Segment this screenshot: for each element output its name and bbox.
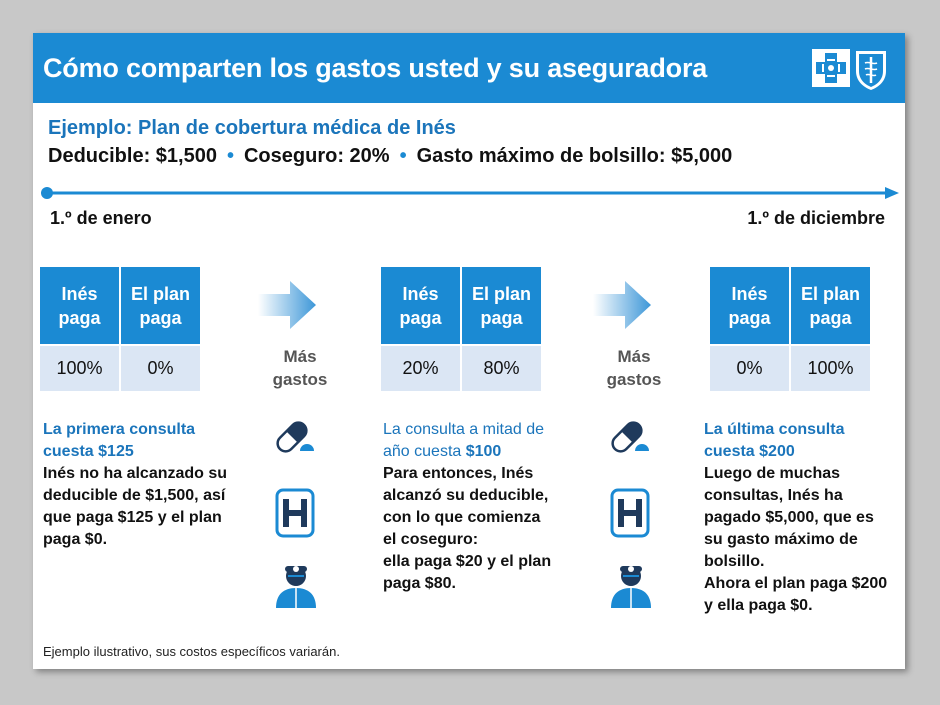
header-plan-pays: El plan paga (462, 267, 541, 345)
scenario-2-body: Para entonces, Inés alcanzó su deducible… (383, 465, 549, 548)
pill-icon (611, 421, 649, 453)
doctor-icon (276, 566, 316, 608)
pill-icon (276, 421, 314, 453)
cost-share-table-3: Inés paga El plan paga 0% 100% (708, 265, 872, 393)
ines-pays-value: 0% (710, 346, 789, 391)
header-ines-pays: Inés paga (710, 267, 789, 345)
insurer-logo (812, 49, 886, 90)
shield-logo-icon (856, 51, 886, 90)
out-of-pocket-label: Gasto máximo de bolsillo: $5,000 (416, 145, 733, 167)
ines-pays-value: 20% (381, 346, 460, 391)
scenario-1-title: La primera consulta cuesta $125 (43, 421, 196, 460)
plan-pays-value: 80% (462, 346, 541, 391)
separator-dot: • (399, 145, 407, 167)
right-arrow-icon (593, 281, 651, 329)
scenario-2-title-amount: $100 (465, 443, 502, 460)
scenario-1-description: La primera consulta cuesta $125 Inés no … (43, 419, 233, 551)
slide: Cómo comparten los gastos usted y su ase… (33, 33, 905, 669)
deductible-label: Deducible: $1,500 (48, 145, 217, 167)
doctor-icon (611, 566, 651, 608)
separator-dot: • (226, 145, 234, 167)
scenario-3-title: La última consulta cuesta $200 (704, 421, 845, 460)
timeline-start-label: 1.º de enero (50, 208, 152, 228)
title-banner: Cómo comparten los gastos usted y su ase… (33, 33, 905, 103)
coinsurance-label: Coseguro: 20% (243, 145, 390, 167)
scenario-2-title-text: La consulta a mitad de año cuesta (383, 421, 544, 460)
scenario-2-body-split: ella paga $20 y el plan paga $80. (383, 553, 552, 592)
scenario-3-body-split: Ahora el plan paga $200 y ella paga $0. (704, 575, 888, 614)
footnote: Ejemplo ilustrativo, sus costos específi… (43, 644, 340, 659)
hospital-icon (610, 488, 650, 538)
ines-pays-value: 100% (40, 346, 119, 391)
plan-summary: Deducible: $1,500 • Coseguro: 20% • Gasto má… (48, 145, 732, 168)
page-title: Cómo comparten los gastos usted y su ase… (43, 53, 708, 83)
timeline-end-label: 1.º de diciembre (747, 208, 885, 228)
cross-logo-icon (812, 49, 850, 87)
scenario-2-description: La consulta a mitad de año cuesta $100 P… (383, 419, 558, 595)
plan-pays-value: 100% (791, 346, 870, 391)
cost-share-table-2: Inés paga El plan paga 20% 80% (379, 265, 543, 393)
more-expenses-label: Más gastos (606, 347, 662, 389)
header-ines-pays: Inés paga (40, 267, 119, 345)
scenario-3-description: La última consulta cuesta $200 Luego de … (704, 419, 894, 617)
header-ines-pays: Inés paga (381, 267, 460, 345)
header-plan-pays: El plan paga (121, 267, 200, 345)
scenario-1-body: Inés no ha alcanzado su deducible de $1,… (43, 465, 228, 548)
header-plan-pays: El plan paga (791, 267, 870, 345)
example-subtitle: Ejemplo: Plan de cobertura médica de Iné… (48, 117, 456, 139)
more-expenses-label: Más gastos (272, 347, 328, 389)
scenario-2-title: La consulta a mitad de año cuesta $100 (383, 419, 558, 463)
scenario-3-body: Luego de muchas consultas, Inés ha pagad… (704, 465, 874, 570)
timeline-arrow (41, 187, 899, 199)
plan-pays-value: 0% (121, 346, 200, 391)
hospital-icon (275, 488, 315, 538)
cost-share-table-1: Inés paga El plan paga 100% 0% (38, 265, 202, 393)
right-arrow-icon (258, 281, 316, 329)
